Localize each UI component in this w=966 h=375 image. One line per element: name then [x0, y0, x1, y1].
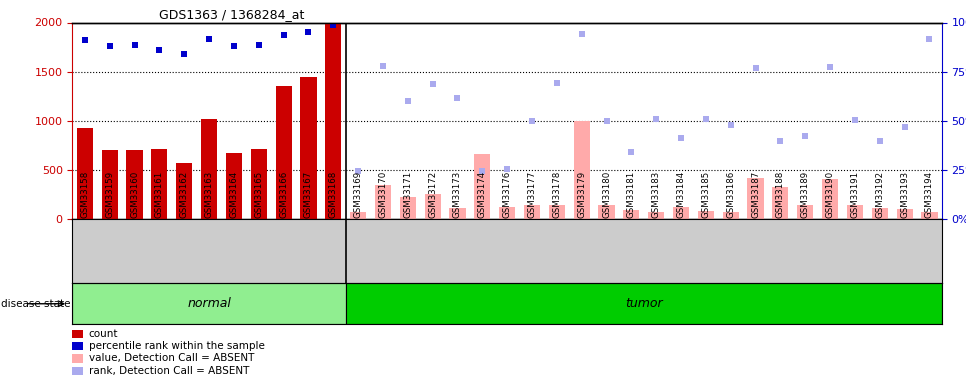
Bar — [127, 150, 143, 219]
Text: value, Detection Call = ABSENT: value, Detection Call = ABSENT — [89, 354, 254, 363]
Text: normal: normal — [187, 297, 231, 310]
Point — [450, 95, 466, 101]
Bar — [449, 208, 466, 219]
Point — [822, 64, 838, 70]
Point — [922, 36, 937, 42]
Bar — [226, 153, 242, 219]
Point — [549, 80, 564, 86]
Text: GDS1363 / 1368284_at: GDS1363 / 1368284_at — [159, 8, 304, 21]
Point — [499, 166, 515, 172]
Point — [798, 133, 813, 139]
Point — [276, 32, 292, 38]
Bar — [822, 179, 838, 219]
Point — [723, 122, 738, 128]
Point — [201, 36, 216, 42]
Bar — [101, 150, 118, 219]
Text: tumor: tumor — [625, 297, 663, 310]
Bar — [176, 163, 192, 219]
Point — [375, 63, 390, 69]
Point — [525, 118, 540, 124]
Point — [748, 65, 763, 71]
Point — [698, 116, 714, 122]
FancyBboxPatch shape — [346, 283, 942, 324]
Text: disease state: disease state — [1, 299, 71, 309]
Bar — [599, 205, 614, 219]
Bar — [326, 24, 341, 219]
Point — [77, 37, 93, 43]
Point — [599, 118, 614, 124]
Text: percentile rank within the sample: percentile rank within the sample — [89, 341, 265, 351]
Bar — [871, 208, 888, 219]
Bar — [797, 205, 813, 219]
Bar — [275, 87, 292, 219]
Bar — [549, 205, 565, 219]
Point — [102, 43, 118, 49]
Bar — [673, 207, 689, 219]
Point — [896, 124, 912, 130]
Point — [326, 22, 341, 28]
Point — [425, 81, 440, 87]
Bar — [350, 211, 366, 219]
Bar — [623, 210, 639, 219]
Bar — [773, 187, 788, 219]
Bar — [574, 121, 589, 219]
Point — [152, 47, 167, 53]
Point — [872, 138, 888, 144]
Text: rank, Detection Call = ABSENT: rank, Detection Call = ABSENT — [89, 366, 249, 375]
Bar — [697, 210, 714, 219]
Bar — [847, 205, 863, 219]
Point — [673, 135, 689, 141]
Point — [574, 32, 589, 38]
Point — [226, 43, 242, 49]
Bar — [425, 194, 440, 219]
Bar — [152, 148, 167, 219]
Point — [847, 117, 863, 123]
Bar — [524, 205, 540, 219]
Bar — [748, 178, 764, 219]
Bar — [648, 211, 665, 219]
Text: count: count — [89, 329, 119, 339]
Bar — [375, 185, 391, 219]
Bar — [77, 128, 93, 219]
Point — [400, 98, 415, 104]
Bar — [400, 197, 416, 219]
Point — [648, 116, 664, 122]
Bar — [300, 76, 317, 219]
Bar — [251, 150, 267, 219]
FancyBboxPatch shape — [72, 283, 346, 324]
Point — [251, 42, 267, 48]
Bar — [474, 154, 491, 219]
Point — [351, 168, 366, 174]
Point — [624, 149, 639, 155]
Bar — [201, 119, 217, 219]
Point — [300, 29, 316, 35]
Point — [773, 138, 788, 144]
Point — [474, 168, 490, 174]
Bar — [922, 213, 938, 219]
Point — [127, 42, 142, 48]
Point — [177, 51, 192, 57]
Bar — [896, 209, 913, 219]
Bar — [723, 211, 739, 219]
Bar — [499, 207, 515, 219]
